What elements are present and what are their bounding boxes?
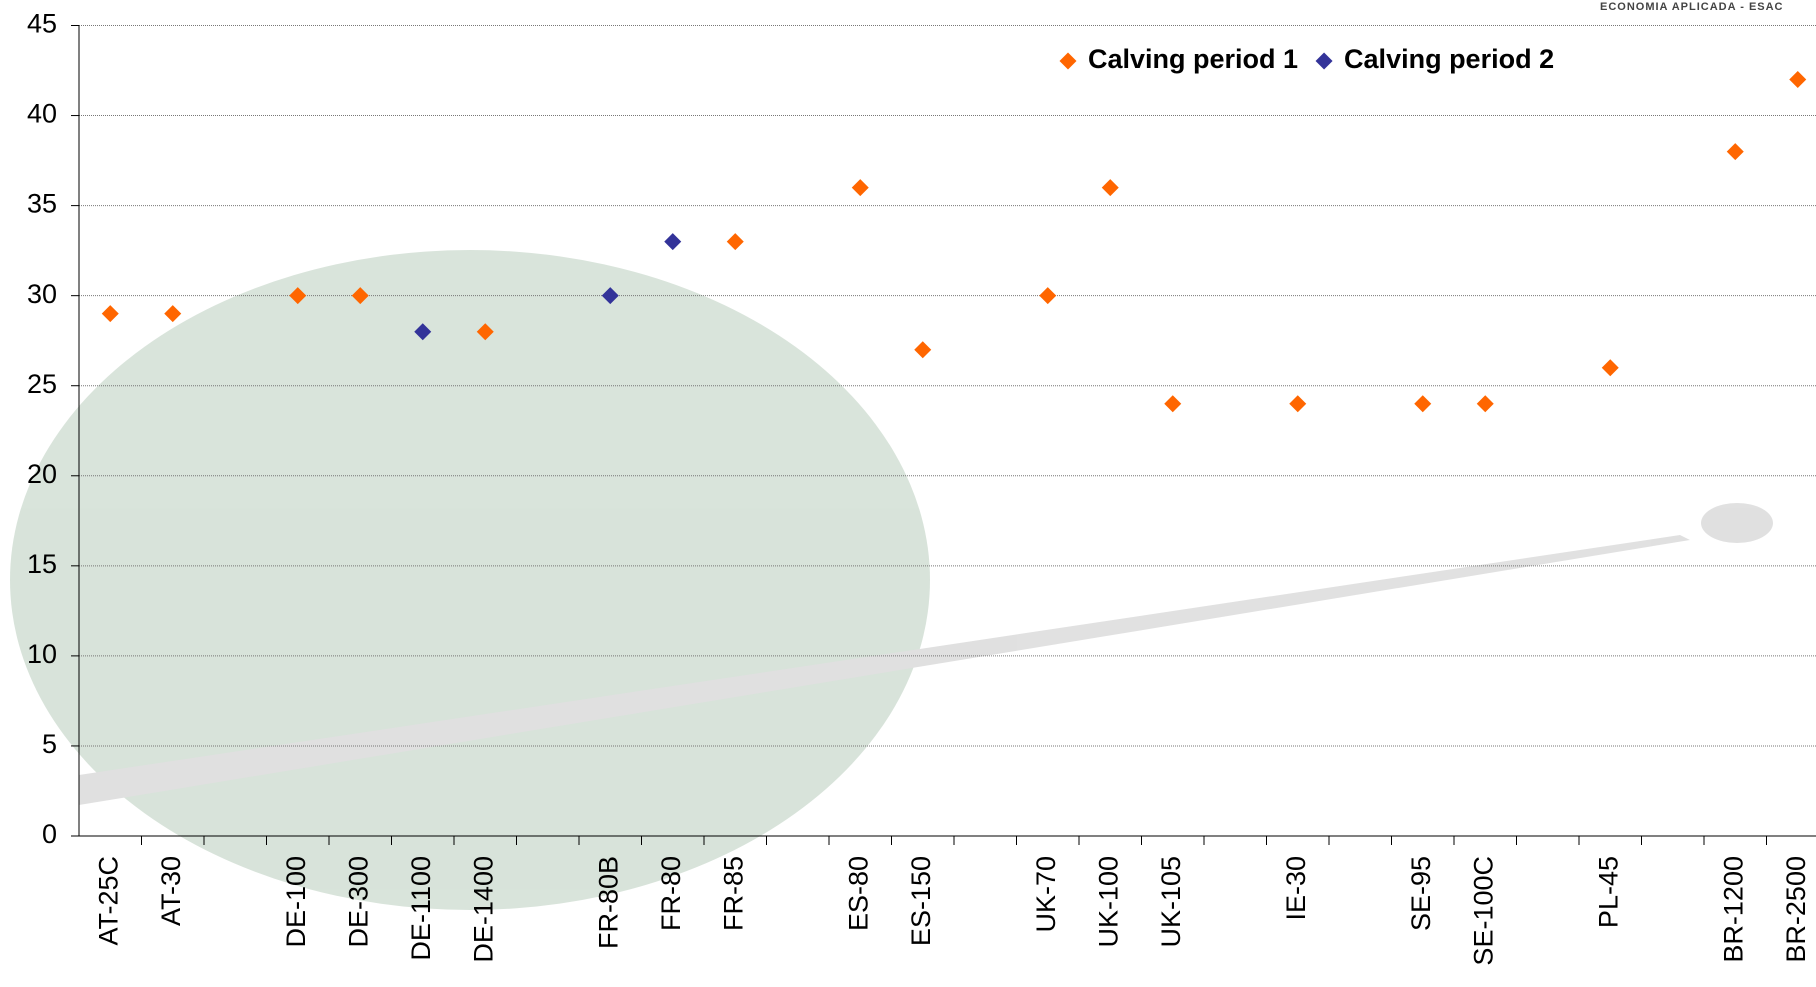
marker — [1414, 395, 1432, 413]
legend: Calving period 1 Calving period 2 — [1059, 44, 1554, 74]
x-tick-label: UK-100 — [1093, 856, 1123, 948]
marker — [1039, 287, 1057, 305]
marker — [1601, 359, 1619, 377]
x-tick-label: AT-25C — [93, 856, 123, 946]
y-tick-label: 0 — [42, 819, 57, 849]
x-tick-label: FR-85 — [718, 856, 748, 931]
x-tick-label: ES-80 — [843, 856, 873, 931]
decor-swoosh — [79, 535, 1690, 805]
marker — [1476, 395, 1494, 413]
x-tick-label: IE-30 — [1281, 856, 1311, 921]
y-tick-label: 25 — [27, 369, 57, 399]
x-tick-label: DE-1400 — [468, 856, 498, 963]
y-tick-label: 45 — [27, 9, 57, 39]
x-tick-label: UK-70 — [1031, 856, 1061, 933]
marker — [414, 323, 432, 341]
y-tick-label: 35 — [27, 189, 57, 219]
y-tick-label: 15 — [27, 549, 57, 579]
marker — [101, 305, 119, 323]
marker — [726, 233, 744, 251]
x-tick-label: BR-1200 — [1718, 856, 1748, 963]
x-tick-label: FR-80B — [593, 856, 623, 949]
marker — [1726, 143, 1744, 161]
top-mask — [0, 0, 1816, 25]
y-tick-label: 20 — [27, 459, 57, 489]
marker — [1164, 395, 1182, 413]
marker — [476, 323, 494, 341]
legend-marker — [1059, 52, 1077, 70]
decor-dot — [1701, 503, 1773, 543]
x-tick-label: UK-105 — [1156, 856, 1186, 948]
x-tick-label: ES-150 — [906, 856, 936, 946]
x-tick-label: SE-95 — [1406, 856, 1436, 931]
marker — [664, 233, 682, 251]
x-tick-label: SE-100C — [1468, 856, 1498, 966]
x-tick-label: DE-100 — [281, 856, 311, 948]
x-tick-label: AT-30 — [156, 856, 186, 926]
y-tick-label: 30 — [27, 279, 57, 309]
marker — [601, 287, 619, 305]
y-tick-label: 10 — [27, 639, 57, 669]
legend-marker — [1315, 52, 1333, 70]
marker — [289, 287, 307, 305]
header: ECONOMIA APLICADA - ESAC — [1600, 1, 1784, 13]
x-tick-label: DE-300 — [343, 856, 373, 948]
marker — [1289, 395, 1307, 413]
x-tick-label: FR-80 — [656, 856, 686, 931]
background-decoration — [10, 250, 1773, 910]
legend-label: Calving period 2 — [1344, 44, 1554, 74]
x-tick-label: PL-45 — [1593, 856, 1623, 928]
y-tick-label: 40 — [27, 99, 57, 129]
y-tick-label: 5 — [42, 729, 57, 759]
marker — [851, 179, 869, 197]
decor-ellipse — [10, 250, 930, 910]
x-tick-label: BR-2500 — [1781, 856, 1811, 963]
marker — [914, 341, 932, 359]
legend-label: Calving period 1 — [1088, 44, 1298, 74]
marker — [1101, 179, 1119, 197]
x-tick-label: DE-1100 — [406, 856, 436, 961]
marker — [1789, 71, 1807, 89]
marker — [164, 305, 182, 323]
marker — [351, 287, 369, 305]
